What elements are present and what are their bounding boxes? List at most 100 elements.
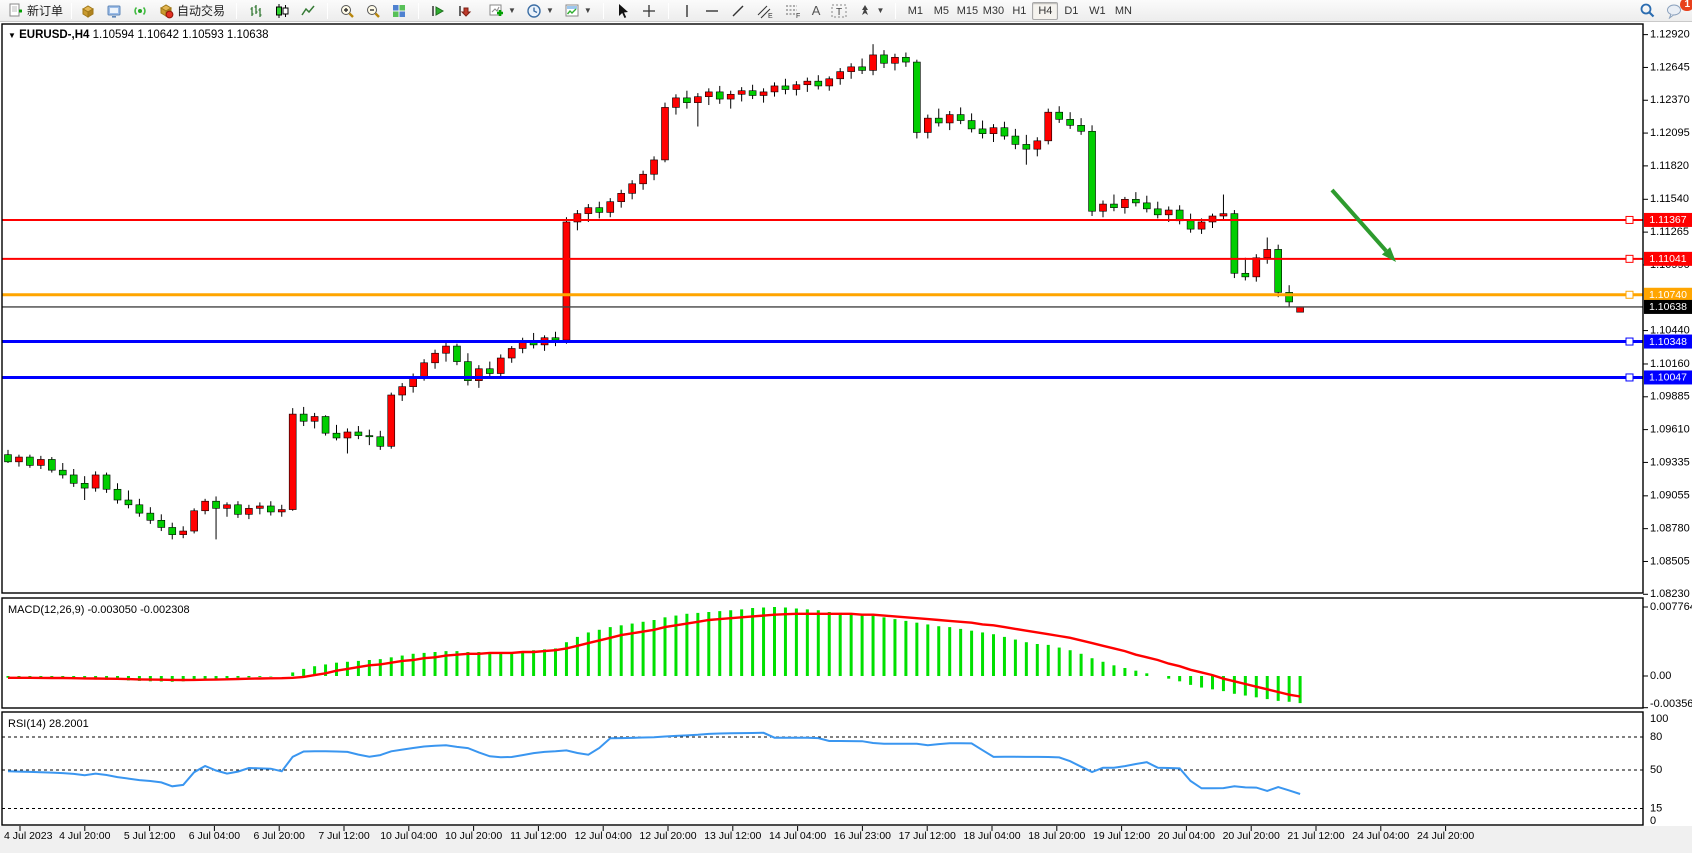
svg-text:13 Jul 12:00: 13 Jul 12:00 — [704, 830, 761, 842]
search-button[interactable] — [1634, 1, 1661, 21]
svg-text:T: T — [836, 7, 842, 18]
chart-shift-button[interactable] — [451, 1, 477, 21]
svg-text:1.09885: 1.09885 — [1650, 391, 1690, 403]
vertical-line-tool-button[interactable] — [675, 1, 699, 21]
svg-text:0: 0 — [1650, 815, 1656, 827]
svg-text:0.007764: 0.007764 — [1650, 601, 1692, 613]
chart-title-ohlc: 1.10594 1.10642 1.10593 1.10638 — [92, 29, 269, 41]
svg-text:6 Jul 20:00: 6 Jul 20:00 — [254, 830, 306, 842]
svg-text:100: 100 — [1650, 713, 1668, 725]
cursor-tool-button[interactable] — [610, 1, 636, 21]
trendline-tool-button[interactable] — [725, 1, 751, 21]
toolbar-separator — [71, 2, 73, 19]
autotrading-label: 自动交易 — [177, 4, 226, 18]
svg-text:12 Jul 04:00: 12 Jul 04:00 — [575, 830, 632, 842]
svg-text:10 Jul 04:00: 10 Jul 04:00 — [380, 830, 437, 842]
notification-badge: 1 — [1680, 0, 1692, 11]
timeframe-button-mn[interactable]: MN — [1114, 4, 1132, 17]
text-label-tool-button[interactable]: T — [825, 1, 853, 21]
templates-button[interactable]: ▼ — [559, 1, 597, 21]
timeframe-button-h1[interactable]: H1 — [1012, 4, 1027, 17]
terminal-button[interactable] — [101, 1, 127, 21]
svg-text:1.11367: 1.11367 — [1649, 214, 1686, 226]
timeframe-button-d1[interactable]: D1 — [1064, 4, 1079, 17]
autotrading-icon — [158, 3, 174, 19]
svg-text:4 Jul 2023: 4 Jul 2023 — [4, 830, 53, 842]
svg-text:50: 50 — [1650, 764, 1662, 776]
timeframe-button-m15[interactable]: M15 — [956, 4, 979, 17]
toolbar-separator — [602, 2, 604, 19]
chart-canvas[interactable]: 1.12920 1.12645 1.12370 1.12095 1.11820 1.115… — [0, 22, 1692, 848]
svg-text:1.12920: 1.12920 — [1650, 29, 1690, 41]
chevron-down-icon: ▼ — [545, 6, 554, 15]
svg-text:-0.003565: -0.003565 — [1650, 698, 1692, 710]
zoom-in-button[interactable] — [334, 1, 360, 21]
chart-window[interactable]: ▼ EURUSD-,H4 1.10594 1.10642 1.10593 1.1… — [0, 22, 1692, 848]
svg-text:1.10348: 1.10348 — [1649, 336, 1687, 348]
fibonacci-tool-button[interactable]: F — [779, 1, 807, 21]
svg-text:1.09610: 1.09610 — [1650, 424, 1690, 436]
svg-text:4 Jul 20:00: 4 Jul 20:00 — [59, 830, 111, 842]
svg-text:1.08230: 1.08230 — [1650, 588, 1690, 600]
bar-chart-button[interactable] — [243, 1, 269, 21]
svg-text:5 Jul 12:00: 5 Jul 12:00 — [124, 830, 176, 842]
arrows-tool-button[interactable]: ▼ — [853, 1, 889, 21]
signals-button[interactable] — [127, 1, 153, 21]
new-order-button[interactable]: 新订单 — [3, 1, 68, 21]
svg-text:80: 80 — [1650, 731, 1662, 743]
svg-text:21 Jul 12:00: 21 Jul 12:00 — [1287, 830, 1344, 842]
svg-text:18 Jul 20:00: 18 Jul 20:00 — [1028, 830, 1085, 842]
auto-scroll-button[interactable] — [425, 1, 451, 21]
svg-text:1.08505: 1.08505 — [1650, 555, 1690, 567]
svg-text:1.09055: 1.09055 — [1650, 490, 1690, 502]
crosshair-tool-button[interactable] — [636, 1, 662, 21]
svg-text:6 Jul 04:00: 6 Jul 04:00 — [189, 830, 241, 842]
toolbar-separator — [327, 2, 329, 19]
timeframe-group: M1 M5 M15 M30 H1 H4 D1 W1 MN — [899, 0, 1139, 22]
svg-text:20 Jul 20:00: 20 Jul 20:00 — [1223, 830, 1280, 842]
zoom-out-button[interactable] — [360, 1, 386, 21]
toolbar-separator — [667, 2, 669, 19]
tile-windows-button[interactable] — [386, 1, 412, 21]
timeframe-button-m30[interactable]: M30 — [982, 4, 1005, 17]
chevron-down-icon: ▼ — [876, 6, 885, 15]
svg-text:1.10160: 1.10160 — [1650, 358, 1690, 370]
data-window-button[interactable] — [75, 1, 101, 21]
periods-button[interactable]: ▼ — [521, 1, 559, 21]
timeframe-button-h4[interactable]: H4 — [1032, 1, 1059, 20]
candlestick-chart-button[interactable] — [269, 1, 295, 21]
rsi-indicator-label: RSI(14) 28.2001 — [8, 718, 89, 730]
svg-text:1.12095: 1.12095 — [1650, 127, 1690, 139]
toolbar-separator — [895, 2, 897, 19]
svg-text:10 Jul 20:00: 10 Jul 20:00 — [445, 830, 502, 842]
svg-text:1.11820: 1.11820 — [1650, 160, 1689, 172]
svg-text:11 Jul 12:00: 11 Jul 12:00 — [510, 830, 567, 842]
notifications-button[interactable]: 1 — [1661, 0, 1692, 21]
equidistant-channel-tool-button[interactable]: E — [751, 1, 779, 21]
timeframe-button-m1[interactable]: M1 — [907, 4, 924, 17]
autotrading-button[interactable]: 自动交易 — [153, 1, 230, 21]
svg-text:17 Jul 12:00: 17 Jul 12:00 — [899, 830, 956, 842]
svg-text:7 Jul 12:00: 7 Jul 12:00 — [318, 830, 370, 842]
timeframe-button-w1[interactable]: W1 — [1089, 4, 1106, 17]
svg-text:19 Jul 12:00: 19 Jul 12:00 — [1093, 830, 1150, 842]
svg-text:1.10047: 1.10047 — [1649, 372, 1687, 384]
toolbar-separator — [236, 2, 238, 19]
new-chart-button[interactable]: ▼ — [483, 1, 521, 21]
svg-text:E: E — [768, 13, 773, 19]
line-chart-button[interactable] — [295, 1, 321, 21]
text-tool-button[interactable]: A — [811, 3, 821, 18]
chart-symbol-period: EURUSD-,H4 — [19, 29, 90, 41]
horizontal-line-tool-button[interactable] — [699, 1, 725, 21]
timeframe-button-m5[interactable]: M5 — [933, 4, 950, 17]
svg-text:24 Jul 20:00: 24 Jul 20:00 — [1417, 830, 1474, 842]
svg-text:24 Jul 04:00: 24 Jul 04:00 — [1352, 830, 1409, 842]
svg-text:1.11041: 1.11041 — [1649, 253, 1686, 265]
svg-text:1.10638: 1.10638 — [1649, 301, 1687, 313]
macd-indicator-label: MACD(12,26,9) -0.003050 -0.002308 — [8, 604, 190, 616]
toolbar-separator — [418, 2, 420, 19]
svg-text:12 Jul 20:00: 12 Jul 20:00 — [639, 830, 696, 842]
svg-text:1.10740: 1.10740 — [1649, 289, 1687, 301]
svg-text:1.11540: 1.11540 — [1650, 193, 1689, 205]
chart-menu-arrow-icon[interactable]: ▼ — [8, 31, 16, 40]
